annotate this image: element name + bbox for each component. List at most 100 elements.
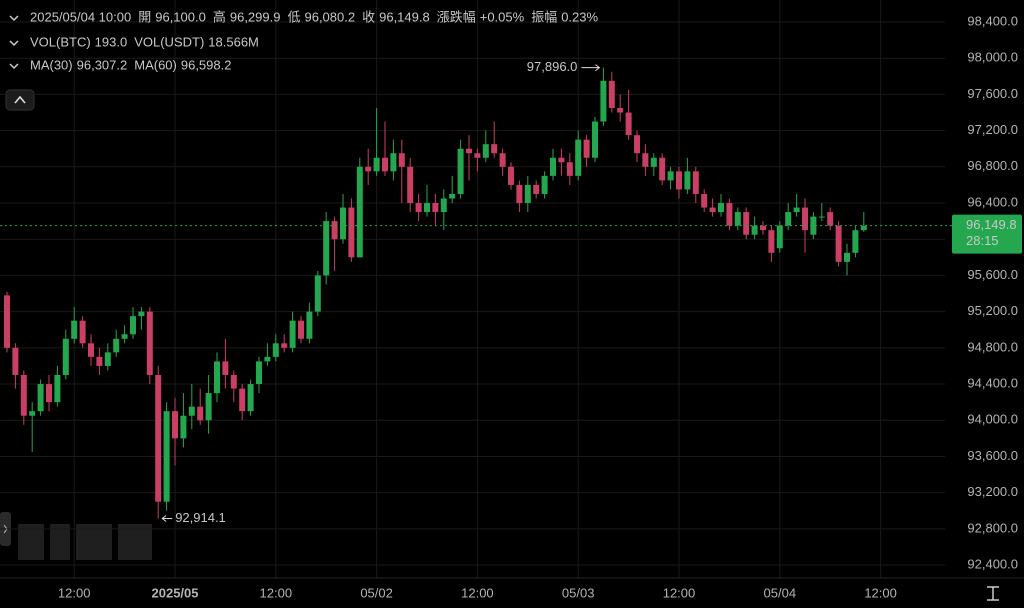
- candle-body: [407, 166, 414, 204]
- candle-body: [188, 406, 195, 416]
- row-chevron: [9, 15, 19, 22]
- candle-body: [684, 171, 691, 190]
- candle-body: [482, 144, 489, 158]
- y-tick-label: 94,000.0: [967, 412, 1018, 427]
- candle-body: [180, 415, 187, 439]
- candle-body: [104, 352, 111, 366]
- collapse-icon: [14, 95, 26, 104]
- candle-body: [298, 320, 304, 339]
- y-tick-label: 98,000.0: [967, 50, 1018, 65]
- candle-body: [172, 411, 178, 439]
- header-label: 低: [287, 9, 300, 24]
- y-tick-label: 97,600.0: [967, 86, 1018, 101]
- low-marker-arrowhead: [161, 515, 167, 522]
- header-time: 2025/05/04 10:00: [30, 9, 131, 24]
- header-value: 0.23%: [561, 9, 598, 24]
- candle-body: [88, 343, 94, 357]
- candle-body: [659, 157, 666, 181]
- candle-body: [54, 374, 61, 403]
- candle-body: [289, 320, 296, 348]
- y-tick-label: 92,800.0: [967, 520, 1018, 535]
- candle-body: [793, 207, 800, 213]
- candle-body: [776, 225, 783, 249]
- candle-body: [314, 275, 321, 312]
- candle-body: [608, 80, 615, 108]
- candle-body: [516, 184, 523, 204]
- y-tick-label: 97,200.0: [967, 122, 1018, 137]
- header-value: 96,299.9: [230, 9, 281, 24]
- candle-body: [247, 384, 254, 412]
- candle-body: [617, 107, 624, 113]
- candle-body: [600, 80, 607, 122]
- candle-body: [860, 225, 867, 231]
- candle-body: [575, 139, 582, 176]
- candle-body: [281, 343, 288, 348]
- header-value: +0.05%: [480, 9, 525, 24]
- header-label: 高: [213, 9, 226, 24]
- candle-body: [424, 203, 430, 213]
- candle-body: [701, 193, 708, 208]
- candle-body: [709, 207, 716, 213]
- candle-body: [734, 212, 741, 226]
- candle-body: [785, 212, 792, 226]
- candle-body: [37, 384, 44, 412]
- candle-body: [432, 203, 439, 213]
- candle-body: [20, 374, 27, 416]
- candle-body: [726, 203, 733, 226]
- x-tick-label: 12:00: [864, 585, 897, 600]
- y-tick-label: 98,400.0: [967, 13, 1018, 28]
- candle-body: [214, 361, 220, 394]
- candle-body: [130, 316, 136, 335]
- y-tick-label: 94,400.0: [967, 375, 1018, 390]
- candle-body: [256, 361, 262, 385]
- last-price-countdown: 28:15: [966, 233, 999, 248]
- y-tick-label: 95,200.0: [967, 303, 1018, 318]
- collapse-button[interactable]: [5, 89, 35, 111]
- header-label: 漲跌幅: [437, 9, 476, 24]
- header-value: 96,598.2: [181, 57, 232, 72]
- last-price-label: 96,149.8: [966, 217, 1017, 232]
- candle-body: [558, 157, 565, 163]
- header-value: 193.0: [95, 34, 128, 49]
- header-label: 振幅: [531, 9, 557, 24]
- candle-body: [583, 139, 590, 158]
- x-tick-label: 12:00: [663, 585, 696, 600]
- candle-body: [751, 225, 758, 235]
- y-tick-label: 92,400.0: [967, 556, 1018, 571]
- y-tick-label: 93,600.0: [967, 448, 1018, 463]
- candle-body: [230, 374, 237, 389]
- candle-body: [197, 406, 204, 421]
- candle-body: [760, 225, 766, 231]
- high-marker-arrowhead: [595, 64, 601, 72]
- y-tick-label: 93,200.0: [967, 484, 1018, 499]
- candle-body: [541, 175, 548, 194]
- candle-body: [356, 166, 363, 258]
- y-tick-label: 96,800.0: [967, 158, 1018, 173]
- candle-body: [743, 212, 750, 235]
- low-marker-label: 92,914.1: [175, 510, 226, 525]
- candle-body: [138, 311, 145, 317]
- candle-body: [508, 166, 514, 185]
- candle-body: [566, 162, 573, 176]
- candle-body: [835, 225, 842, 262]
- candle-body: [365, 166, 372, 172]
- candle-body: [348, 207, 355, 258]
- header-value: 96,080.2: [304, 9, 355, 24]
- header-value: 96,149.8: [379, 9, 430, 24]
- candle-body: [113, 338, 120, 353]
- candle-body: [373, 157, 380, 172]
- row-chevron: [9, 63, 19, 70]
- candle-body: [96, 356, 103, 366]
- grid: [0, 0, 945, 578]
- candle-body: [331, 221, 338, 240]
- candle-body: [844, 252, 850, 262]
- candle-body: [163, 411, 170, 502]
- x-tick-label: 05/03: [562, 585, 595, 600]
- high-marker-label: 97,896.0: [527, 59, 578, 74]
- candle-body: [550, 157, 556, 176]
- axis-settings-icon[interactable]: [987, 586, 999, 601]
- header-value: 96,307.2: [77, 57, 128, 72]
- x-tick-label: 05/04: [764, 585, 797, 600]
